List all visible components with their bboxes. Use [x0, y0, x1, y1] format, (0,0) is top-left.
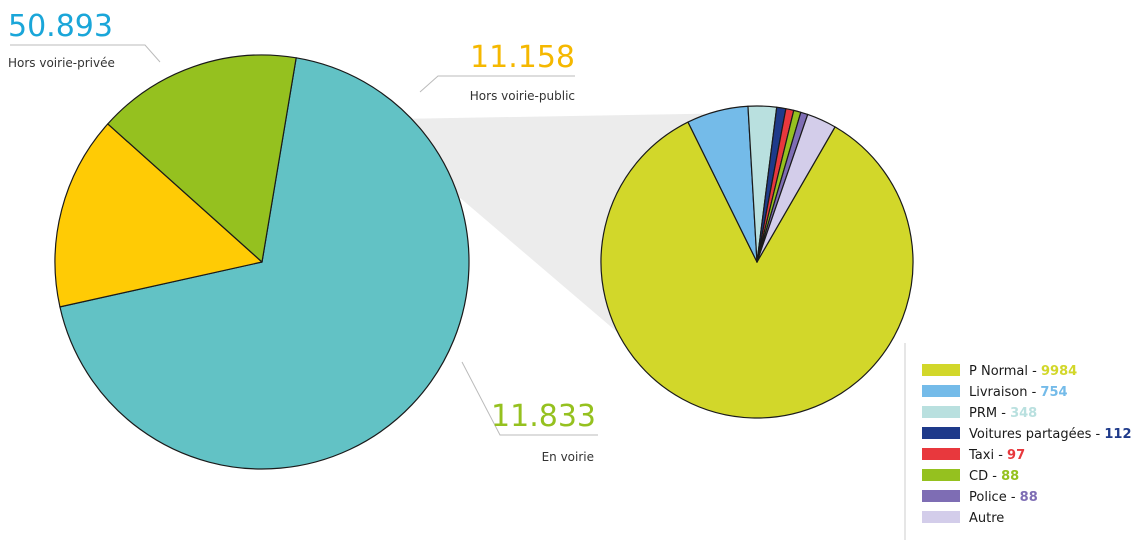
legend-value-taxi: 97	[1007, 448, 1025, 463]
legend-label-taxi: Taxi - 97	[968, 448, 1025, 463]
legend-value-p-normal: 9984	[1041, 364, 1077, 379]
legend-separator: -	[1028, 364, 1041, 379]
legend-name-livraison: Livraison	[969, 385, 1027, 400]
legend-name-autre: Autre	[969, 511, 1004, 526]
legend-separator: -	[988, 469, 1001, 484]
legend-value-police: 88	[1020, 490, 1038, 505]
legend-swatch-prm	[922, 406, 960, 418]
label-hors-voirie-public: Hors voirie-public	[470, 89, 575, 103]
legend-label-police: Police - 88	[969, 490, 1038, 505]
legend-value-prm: 348	[1010, 406, 1037, 421]
legend-label-livraison: Livraison - 754	[969, 385, 1068, 400]
value-en-voirie: 11.833	[491, 399, 596, 434]
legend-name-cd: CD	[969, 469, 988, 484]
legend-swatch-police	[922, 490, 960, 502]
legend-separator: -	[1027, 385, 1040, 400]
main-pie	[54, 54, 470, 470]
legend-swatch-livraison	[922, 385, 960, 397]
callouts: 50.893 Hors voirie-privée 11.158 Hors vo…	[8, 9, 598, 464]
main-slice-hors-voirie-privee	[59, 57, 470, 470]
main-slice-hors-voirie-public	[54, 123, 263, 308]
legend-separator: -	[997, 406, 1010, 421]
legend-swatch-cd	[922, 469, 960, 481]
legend-label-p-normal: P Normal - 9984	[969, 364, 1077, 379]
connector-band	[107, 57, 709, 411]
legend-name-prm: PRM	[969, 406, 997, 421]
legend-swatch-p-normal	[922, 364, 960, 376]
legend-label-prm: PRM - 348	[969, 406, 1037, 421]
legend-value-livraison: 754	[1040, 385, 1067, 400]
main-slice-en-voirie	[107, 54, 297, 263]
legend-swatch-voitures-partagees	[922, 427, 960, 439]
value-hors-voirie-public: 11.158	[470, 40, 575, 75]
legend-swatch-autre	[922, 511, 960, 523]
breakdown-slice-autre	[756, 113, 836, 263]
label-en-voirie: En voirie	[542, 450, 594, 464]
legend-value-voitures-partagees: 112	[1104, 427, 1131, 442]
label-hors-voirie-privee: Hors voirie-privée	[8, 56, 115, 70]
value-hors-voirie-privee: 50.893	[8, 9, 113, 44]
legend-swatch-taxi	[922, 448, 960, 460]
breakdown-slice-p-normal	[600, 121, 914, 419]
legend-name-taxi: Taxi	[968, 448, 994, 463]
legend-name-voitures-partagees: Voitures partagées	[969, 427, 1092, 442]
callout-line-en-voirie	[461, 361, 598, 436]
legend-separator: -	[994, 448, 1007, 463]
legend-separator: -	[1091, 427, 1104, 442]
connector-band-shape	[107, 57, 709, 411]
callout-line-hors-voirie-privee	[10, 44, 161, 63]
legend-label-cd: CD - 88	[969, 469, 1019, 484]
breakdown-pie	[600, 105, 914, 419]
legend-label-voitures-partagees: Voitures partagées - 112	[969, 427, 1132, 442]
legend-value-cd: 88	[1001, 469, 1019, 484]
legend-label-autre: Autre	[969, 511, 1004, 526]
legend-name-p-normal: P Normal	[969, 364, 1028, 379]
legend-separator: -	[1007, 490, 1020, 505]
callout-line-hors-voirie-public	[419, 75, 575, 93]
legend-name-police: Police	[969, 490, 1007, 505]
